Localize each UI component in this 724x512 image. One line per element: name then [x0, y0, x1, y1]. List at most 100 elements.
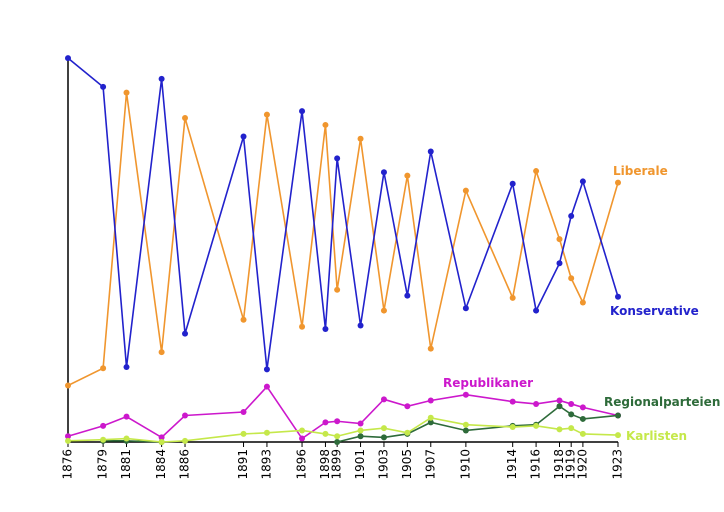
- point: [240, 316, 247, 323]
- point: [380, 169, 387, 176]
- x-tick-label: 1884: [154, 449, 168, 480]
- point: [462, 427, 469, 434]
- point: [615, 412, 621, 419]
- point: [533, 400, 540, 407]
- point: [533, 422, 540, 429]
- point: [556, 397, 563, 404]
- point: [427, 419, 434, 426]
- x-tick-label: 1898: [318, 449, 332, 480]
- point: [158, 75, 165, 82]
- point: [568, 400, 575, 407]
- point: [404, 172, 411, 179]
- point: [357, 420, 364, 427]
- point: [462, 187, 469, 194]
- x-tick-label: 1918: [552, 449, 566, 480]
- series-line: [67, 57, 619, 370]
- point: [568, 213, 575, 220]
- point: [299, 108, 306, 115]
- point: [123, 435, 130, 442]
- point: [158, 434, 165, 441]
- point: [404, 403, 411, 410]
- point: [533, 307, 540, 314]
- point: [100, 83, 107, 90]
- point: [240, 133, 247, 140]
- point: [357, 427, 364, 434]
- x-tick-label: 1881: [119, 449, 133, 480]
- point: [334, 433, 341, 440]
- point: [380, 434, 387, 441]
- point: [334, 286, 341, 293]
- point: [299, 323, 306, 330]
- point: [263, 429, 270, 436]
- point: [380, 425, 387, 432]
- point: [158, 439, 165, 445]
- point: [182, 330, 189, 337]
- point: [182, 437, 189, 444]
- series-label: Konservative: [610, 304, 699, 318]
- point: [322, 419, 329, 426]
- point: [427, 345, 434, 352]
- point: [65, 55, 71, 62]
- point: [427, 397, 434, 404]
- x-tick-label: 1891: [236, 449, 250, 480]
- point: [263, 111, 270, 118]
- series-label: Republikaner: [443, 376, 533, 390]
- point: [299, 427, 306, 434]
- point: [123, 413, 130, 420]
- x-tick-label: 1886: [178, 449, 192, 480]
- point: [579, 178, 586, 185]
- series-line: [336, 405, 619, 443]
- point: [158, 349, 165, 356]
- point: [462, 305, 469, 312]
- point: [65, 382, 71, 389]
- point: [404, 429, 411, 436]
- point: [509, 180, 516, 187]
- point: [556, 260, 563, 267]
- point: [462, 421, 469, 428]
- x-tick-label: 1893: [259, 449, 273, 480]
- point: [568, 275, 575, 282]
- point: [322, 326, 329, 333]
- x-tick-label: 1905: [400, 449, 414, 480]
- point: [404, 292, 411, 299]
- point: [380, 307, 387, 314]
- series-line: [67, 92, 619, 387]
- point: [100, 436, 107, 443]
- x-tick-label: 1901: [353, 449, 367, 480]
- point: [509, 424, 516, 431]
- point: [263, 383, 270, 390]
- point: [615, 179, 621, 186]
- point: [509, 294, 516, 301]
- series-line: [67, 385, 619, 440]
- point: [123, 364, 130, 371]
- point: [579, 404, 586, 411]
- point: [533, 168, 540, 175]
- point: [334, 155, 341, 162]
- series-label: Liberale: [613, 164, 668, 178]
- x-tick-label: 1914: [505, 449, 519, 480]
- point: [427, 148, 434, 155]
- x-tick-label: 1903: [376, 449, 390, 480]
- point: [240, 430, 247, 437]
- point: [299, 435, 306, 442]
- x-tick-label: 1896: [295, 449, 309, 480]
- point: [334, 439, 341, 445]
- x-tick-label: 1907: [423, 449, 437, 480]
- point: [182, 412, 189, 419]
- point: [357, 322, 364, 329]
- point: [579, 299, 586, 306]
- x-tick-label: 1916: [529, 449, 543, 480]
- point: [357, 135, 364, 142]
- point: [65, 437, 71, 444]
- x-tick-label: 1923: [611, 449, 625, 480]
- point: [182, 115, 189, 122]
- point: [462, 391, 469, 398]
- point: [240, 409, 247, 416]
- point: [100, 365, 107, 372]
- point: [556, 426, 563, 433]
- x-tick-label: 1876: [61, 449, 75, 480]
- point: [615, 293, 621, 300]
- point: [123, 89, 130, 96]
- point: [568, 411, 575, 418]
- series-label: Karlisten: [626, 429, 687, 443]
